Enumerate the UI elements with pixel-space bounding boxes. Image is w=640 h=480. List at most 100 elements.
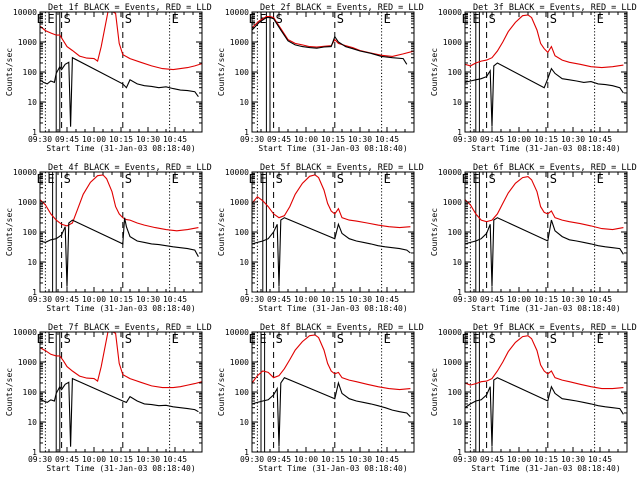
y-axis-label: Counts/sec	[430, 208, 439, 256]
plot-frame	[251, 171, 415, 293]
y-tick-label: 1000	[443, 38, 462, 47]
y-tick-label: 10	[239, 258, 249, 267]
x-tick-label: 10:00	[294, 135, 318, 144]
plot-frame	[251, 331, 415, 453]
x-axis-label: Start Time (31-Jan-03 08:18:40)	[46, 304, 195, 313]
panel-legend: BLACK = Events, RED = LLD	[296, 3, 424, 13]
y-tick-label: 1000	[18, 38, 37, 47]
x-tick-label: 10:15	[534, 135, 558, 144]
panel-legend: BLACK = Events, RED = LLD	[296, 323, 424, 333]
x-tick-label: 10:30	[348, 455, 372, 464]
y-axis-label: Counts/sec	[430, 368, 439, 416]
marker-label: E	[47, 172, 54, 186]
plot-frame	[39, 171, 203, 293]
marker-label: S	[337, 332, 344, 346]
marker-label: E	[384, 332, 391, 346]
x-tick-label: 10:15	[109, 295, 133, 304]
marker-label: S	[64, 12, 71, 26]
y-tick-label: 10	[239, 418, 249, 427]
marker-label: S	[489, 12, 496, 26]
y-tick-label: 10000	[438, 328, 462, 337]
y-tick-label: 1	[244, 448, 249, 457]
y-tick-label: 100	[235, 388, 250, 397]
x-tick-label: 09:45	[480, 455, 504, 464]
marker-label: S	[276, 172, 283, 186]
panel-legend: BLACK = Events, RED = LLD	[509, 3, 637, 13]
x-tick-label: 09:45	[480, 135, 504, 144]
x-axis-label: Start Time (31-Jan-03 08:18:40)	[471, 304, 620, 313]
y-tick-label: 1	[457, 128, 462, 137]
y-tick-label: 100	[23, 388, 38, 397]
y-tick-label: 100	[23, 68, 38, 77]
panel-title: Det 7f BLACK = Events, RED = LLD	[48, 323, 212, 333]
y-tick-label: 10000	[225, 8, 249, 17]
marker-label: E	[172, 12, 179, 26]
panel-title: Det 5f BLACK = Events, RED = LLD	[260, 163, 424, 173]
x-tick-label: 09:30	[240, 455, 264, 464]
lld-trace	[40, 174, 199, 232]
panel-detector: Det 8f	[260, 323, 296, 333]
lld-trace	[465, 14, 624, 69]
x-tick-label: 10:00	[507, 295, 531, 304]
y-tick-label: 100	[448, 68, 463, 77]
panel-detector: Det 5f	[260, 163, 296, 173]
panel-9: EESSE11010010001000009:3009:4510:0010:15…	[430, 323, 637, 473]
x-tick-label: 09:30	[240, 295, 264, 304]
marker-label: S	[125, 332, 132, 346]
y-tick-label: 10	[27, 98, 37, 107]
x-tick-label: 10:15	[534, 295, 558, 304]
events-trace	[40, 217, 199, 287]
x-tick-label: 10:45	[588, 135, 612, 144]
marker-label: S	[276, 12, 283, 26]
x-tick-label: 09:45	[267, 135, 291, 144]
y-axis-label: Counts/sec	[217, 208, 226, 256]
x-tick-label: 10:45	[375, 295, 399, 304]
x-tick-label: 09:45	[480, 295, 504, 304]
marker-label: S	[337, 12, 344, 26]
marker-label: E	[172, 332, 179, 346]
y-tick-label: 10	[452, 418, 462, 427]
marker-label: S	[276, 332, 283, 346]
y-axis-label: Counts/sec	[217, 368, 226, 416]
panel-detector: Det 4f	[48, 163, 84, 173]
y-tick-label: 1	[32, 128, 37, 137]
x-tick-label: 09:30	[28, 455, 52, 464]
y-tick-label: 100	[235, 68, 250, 77]
panel-legend: BLACK = Events, RED = LLD	[509, 323, 637, 333]
x-tick-label: 09:30	[28, 135, 52, 144]
x-axis-label: Start Time (31-Jan-03 08:18:40)	[471, 144, 620, 153]
y-tick-label: 100	[448, 228, 463, 237]
panel-title: Det 3f BLACK = Events, RED = LLD	[473, 3, 637, 13]
events-trace	[252, 377, 411, 447]
x-axis-label: Start Time (31-Jan-03 08:18:40)	[471, 464, 620, 473]
marker-label: E	[47, 12, 54, 26]
x-tick-label: 10:15	[321, 135, 345, 144]
y-tick-label: 1000	[230, 358, 249, 367]
y-tick-label: 100	[23, 228, 38, 237]
x-tick-label: 09:30	[240, 135, 264, 144]
x-tick-label: 10:30	[561, 295, 585, 304]
x-tick-label: 10:45	[588, 295, 612, 304]
panel-detector: Det 1f	[48, 3, 84, 13]
x-axis-label: Start Time (31-Jan-03 08:18:40)	[258, 144, 407, 153]
x-tick-label: 09:45	[267, 295, 291, 304]
y-tick-label: 10	[452, 258, 462, 267]
events-trace	[252, 17, 408, 65]
panel-title: Det 8f BLACK = Events, RED = LLD	[260, 323, 424, 333]
y-axis-label: Counts/sec	[5, 48, 14, 96]
marker-label: S	[125, 172, 132, 186]
marker-label: E	[597, 12, 604, 26]
marker-label: S	[489, 332, 496, 346]
y-axis-label: Counts/sec	[430, 48, 439, 96]
panel-legend: BLACK = Events, RED = LLD	[296, 163, 424, 173]
marker-label: S	[64, 172, 71, 186]
events-trace	[40, 56, 199, 127]
y-tick-label: 1	[457, 288, 462, 297]
panel-title: Det 6f BLACK = Events, RED = LLD	[473, 163, 637, 173]
x-tick-label: 10:00	[82, 135, 106, 144]
y-tick-label: 1000	[18, 358, 37, 367]
x-tick-label: 10:15	[109, 135, 133, 144]
panel-title: Det 9f BLACK = Events, RED = LLD	[473, 323, 637, 333]
marker-label: S	[64, 332, 71, 346]
